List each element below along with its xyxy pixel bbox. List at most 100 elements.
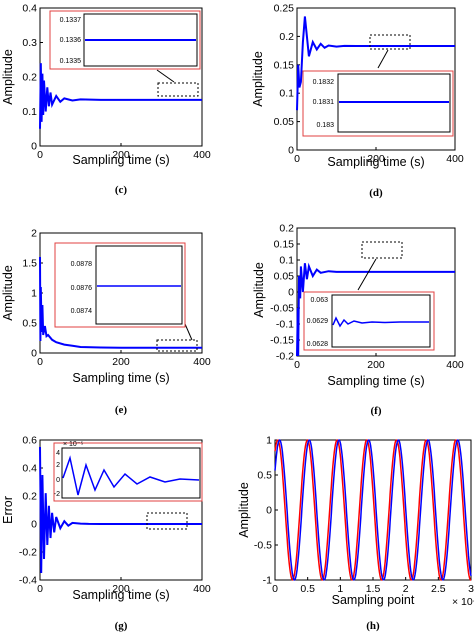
panel-g-ytick-label-2: 0 bbox=[31, 519, 37, 531]
panel-g-zoom-box bbox=[146, 512, 188, 530]
panel-e-caption: (e) bbox=[115, 404, 128, 416]
panel-g-ytick-label-5: 0.6 bbox=[22, 435, 37, 447]
panel-f-series-line bbox=[296, 262, 455, 357]
panel-e-xlabel: Sampling time (s) bbox=[72, 371, 169, 385]
panel-d-ytick-label-2: 0.1 bbox=[279, 88, 294, 100]
panel-f-inset-ytick-mid: 0.0629 bbox=[307, 318, 329, 325]
panel-g-inset: × 10⁻⁵ 4 2 0 -2 bbox=[53, 441, 203, 502]
panel-h-caption: (h) bbox=[366, 620, 380, 632]
panel-c-ytick-label-1: 0.1 bbox=[22, 106, 37, 118]
panel-h-series-blue bbox=[274, 439, 472, 581]
panel-h-xtick-label-6: 3 bbox=[468, 583, 474, 595]
panel-c-zoom-arrow bbox=[156, 69, 175, 83]
panel-e-inset: 0.0878 0.0876 0.0874 bbox=[54, 242, 186, 328]
panel-f-caption: (f) bbox=[371, 405, 382, 417]
panel-c-series-line bbox=[39, 63, 202, 129]
panel-g-xtick-label-0: 0 bbox=[37, 583, 43, 595]
panel-f-ytick-label-5: 0.05 bbox=[274, 271, 295, 283]
panel-f-ytick-label-2: -0.1 bbox=[276, 319, 294, 331]
panel-h-ytick-label-3: 0.5 bbox=[257, 470, 272, 482]
panel-d-ytick-label-5: 0.25 bbox=[274, 3, 295, 15]
panel-e-xticks: 0 200 400 bbox=[37, 350, 211, 368]
panel-d-inset-ytick-top: 0.1832 bbox=[313, 79, 335, 86]
panel-h-xtick-label-3: 1.5 bbox=[366, 583, 381, 595]
panel-d-inset-axes bbox=[337, 73, 451, 133]
panel-c-ytick-label-2: 0.2 bbox=[22, 72, 37, 84]
panel-h-ytick-label-0: -1 bbox=[263, 575, 272, 587]
panel-h-ylabel: Amplitude bbox=[237, 482, 251, 538]
panel-f-xticks: 0 200 400 bbox=[294, 353, 464, 371]
panel-d-inset-frame bbox=[302, 70, 454, 137]
panel-g-ylabel: Error bbox=[1, 496, 15, 524]
panel-d-ytick-label-0: 0 bbox=[288, 145, 294, 157]
panel-e-ylabel: Amplitude bbox=[1, 265, 15, 321]
panel-f-zoom-box bbox=[361, 241, 403, 259]
panel-g-inset-ytick-0: 0 bbox=[56, 477, 60, 484]
panel-d-xtick-label-1: 200 bbox=[367, 153, 385, 165]
panel-c-zoom-box bbox=[157, 82, 199, 97]
panel-g-inset-axes bbox=[61, 447, 201, 499]
panel-h-ytick-label-1: -0.5 bbox=[254, 540, 272, 552]
panel-c-yticks: 0 0.1 0.2 0.3 0.4 bbox=[22, 3, 43, 153]
panel-f-ylabel: Amplitude bbox=[252, 262, 266, 318]
panel-h-ytick-label-2: 0 bbox=[266, 505, 272, 517]
panel-f-ytick-label-1: -0.15 bbox=[270, 335, 294, 347]
panel-e-inset-ytick-top: 0.0878 bbox=[71, 261, 93, 268]
panel-g-xlabel: Sampling time (s) bbox=[72, 588, 169, 602]
panel-f-xtick-label-2: 400 bbox=[446, 359, 464, 371]
panel-c-xtick-label-0: 0 bbox=[37, 149, 43, 161]
panel-c-caption: (c) bbox=[115, 184, 128, 196]
panel-f-ytick-label-7: 0.15 bbox=[274, 239, 295, 251]
panel-f: -0.2 -0.15 -0.1 -0.05 0 0.05 0.1 0.15 0.2 0 200 40… bbox=[252, 223, 464, 418]
panel-c-inset: 0.1337 0.1336 0.1335 bbox=[49, 10, 201, 70]
panel-f-yticks: -0.2 -0.15 -0.1 -0.05 0 0.05 0.1 0.15 0.2 bbox=[270, 223, 300, 363]
panel-d-xtick-label-2: 400 bbox=[446, 153, 464, 165]
panel-h-xtick-label-0: 0 bbox=[272, 583, 278, 595]
panel-h-series-red bbox=[274, 439, 472, 581]
panel-c-xtick-label-1: 200 bbox=[112, 149, 130, 161]
panel-g-inset-frame bbox=[53, 442, 203, 502]
panel-d-ytick-label-4: 0.2 bbox=[279, 31, 294, 43]
panel-d: 0 0.05 0.1 0.15 0.2 0.25 0 200 400 Amplitude Sa… bbox=[251, 3, 464, 200]
panel-e-yticks: 0 0.5 1 1.5 2 bbox=[22, 228, 43, 360]
panel-h-xlabel: Sampling point bbox=[332, 593, 415, 607]
panel-c-ytick-label-3: 0.3 bbox=[22, 37, 37, 49]
panel-c: 0 0.1 0.2 0.3 0.4 0 200 400 Amplitude Sampling… bbox=[1, 3, 211, 197]
panel-h-x-multiplier: × 10⁴ bbox=[452, 596, 474, 608]
panel-e: 0 0.5 1 1.5 2 0 200 400 Amplitude Sampling tim… bbox=[1, 228, 211, 417]
panel-g-series-line bbox=[39, 446, 202, 574]
panel-c-inset-ytick-bot: 0.1335 bbox=[60, 58, 82, 65]
panel-e-ytick-label-3: 1.5 bbox=[22, 258, 37, 270]
panel-e-inset-ytick-bot: 0.0874 bbox=[71, 308, 93, 315]
panel-h-xtick-label-1: 0.5 bbox=[300, 583, 315, 595]
panel-c-xticks: 0 200 400 bbox=[37, 143, 211, 161]
panel-f-ytick-label-0: -0.2 bbox=[276, 351, 294, 363]
panel-e-ytick-label-0: 0 bbox=[31, 348, 37, 360]
panel-g-ytick-label-1: -0.2 bbox=[19, 547, 37, 559]
panel-d-inset-ytick-mid: 0.1831 bbox=[313, 99, 335, 106]
panel-g-xticks: 0 200 400 bbox=[37, 577, 211, 595]
panel-c-inset-ytick-top: 0.1337 bbox=[60, 17, 82, 24]
panel-f-xtick-label-0: 0 bbox=[294, 359, 300, 371]
panel-g-ytick-label-0: -0.4 bbox=[19, 575, 37, 587]
panel-g-caption: (g) bbox=[115, 620, 128, 632]
panel-d-inset: 0.1832 0.1831 0.183 bbox=[302, 70, 454, 137]
panel-d-xtick-label-0: 0 bbox=[294, 153, 300, 165]
panel-e-ytick-label-2: 1 bbox=[31, 288, 37, 300]
panel-h-xtick-label-4: 2 bbox=[403, 583, 409, 595]
panel-e-xtick-label-0: 0 bbox=[37, 356, 43, 368]
panel-d-xlabel: Sampling time (s) bbox=[327, 155, 424, 169]
panel-h-xtick-label-5: 2.5 bbox=[431, 583, 446, 595]
panel-g-xtick-label-2: 400 bbox=[193, 583, 211, 595]
panel-c-ylabel: Amplitude bbox=[1, 49, 15, 105]
panel-d-ylabel: Amplitude bbox=[251, 51, 265, 107]
panel-f-inset: 0.063 0.0629 0.0628 bbox=[303, 291, 435, 351]
panel-h: -1 -0.5 0 0.5 1 0 0.5 1 1.5 2 2.5 3 Amplitude Samp… bbox=[237, 435, 474, 633]
panel-c-ytick-label-0: 0 bbox=[31, 141, 37, 153]
panel-e-inset-axes bbox=[95, 245, 183, 325]
panel-f-inset-ytick-bot: 0.0628 bbox=[307, 341, 329, 348]
panel-d-zoom-box bbox=[369, 34, 411, 50]
panel-f-inset-axes bbox=[331, 294, 431, 348]
panel-f-zoom-arrow bbox=[357, 258, 377, 291]
panel-g-ytick-label-4: 0.4 bbox=[22, 463, 37, 475]
